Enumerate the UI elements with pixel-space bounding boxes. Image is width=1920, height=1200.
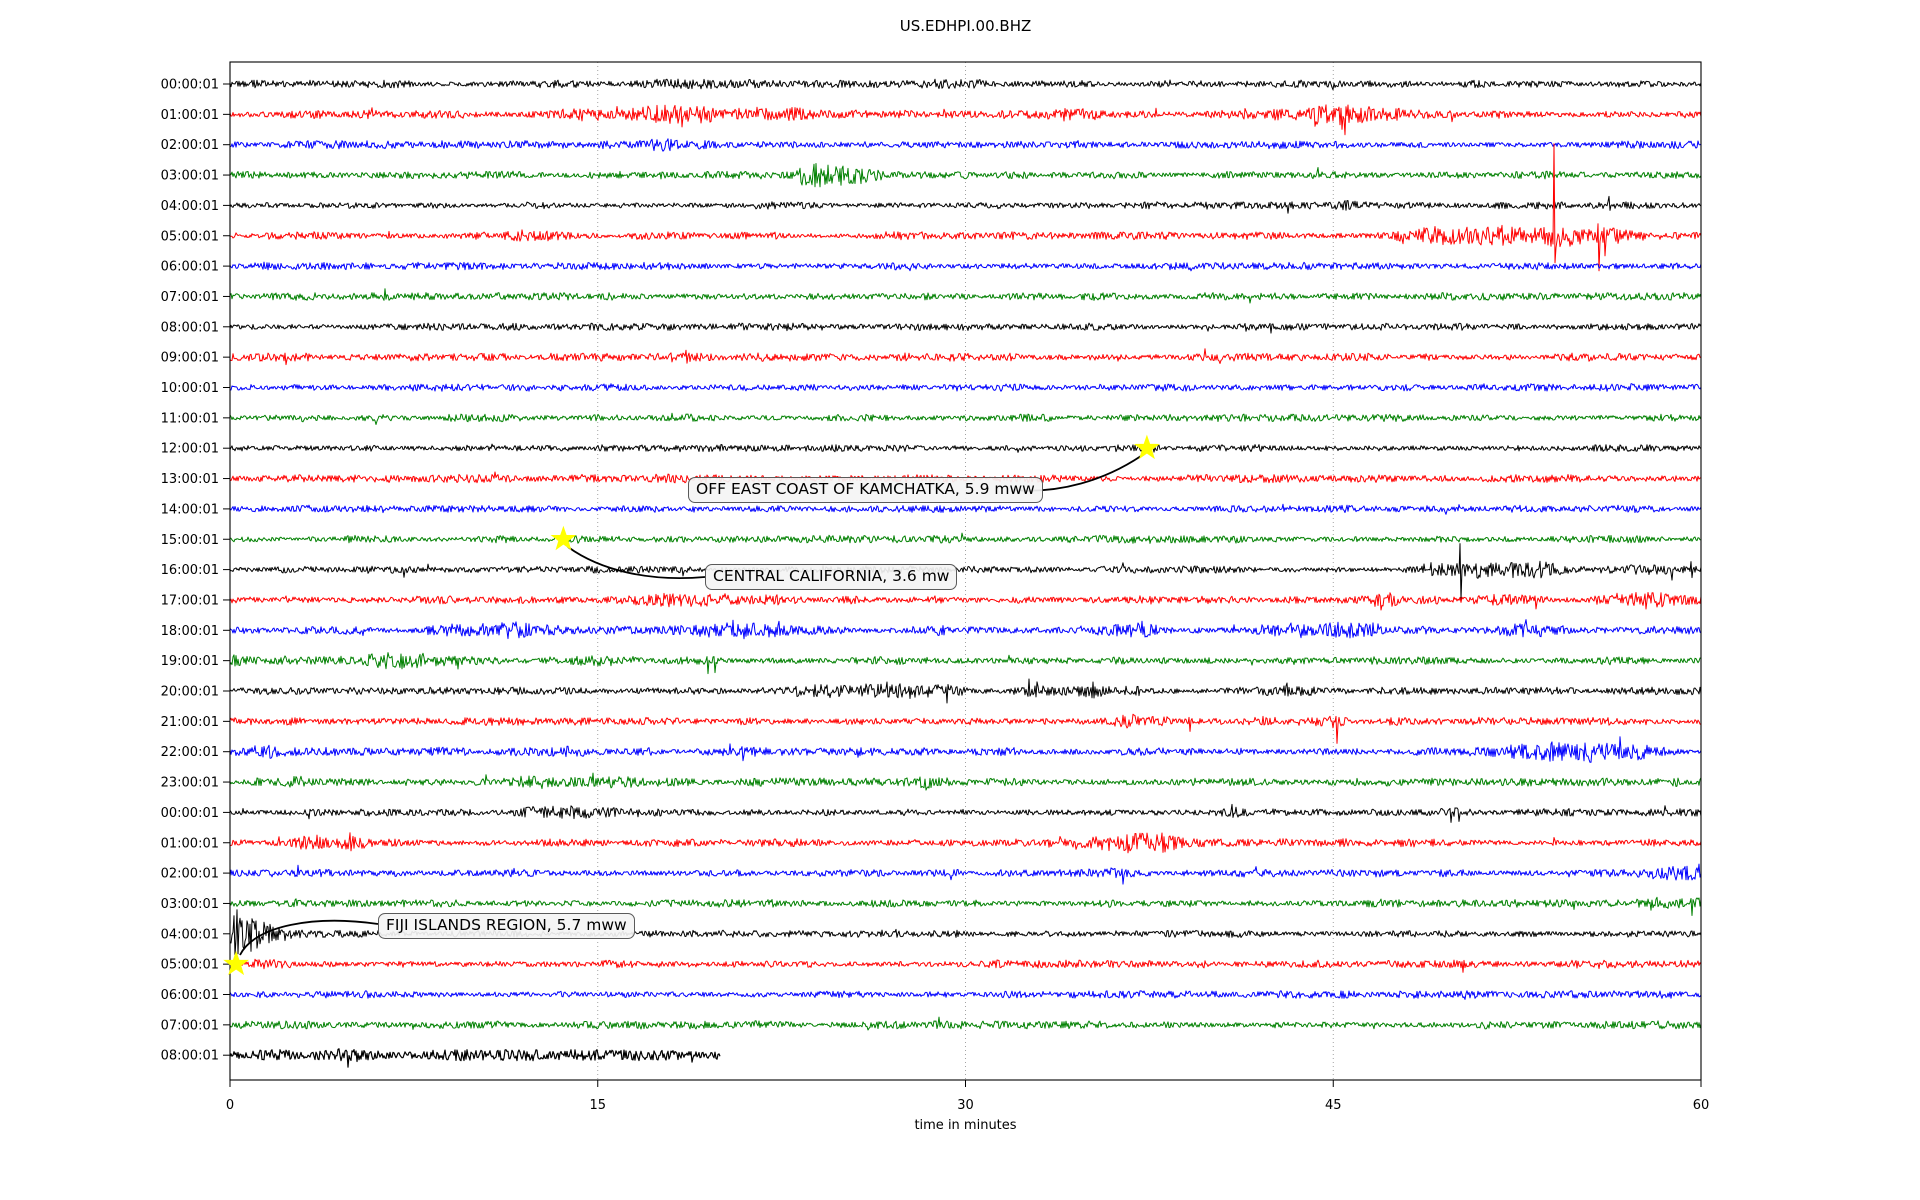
y-tick-label: 03:00:01 xyxy=(161,169,219,184)
x-tick-label: 0 xyxy=(226,1098,234,1113)
seismogram-trace-220001-row22 xyxy=(229,736,1702,763)
y-tick-label: 14:00:01 xyxy=(161,502,219,517)
seismogram-trace-110001-row11 xyxy=(229,412,1702,425)
y-tick-label: 07:00:01 xyxy=(161,290,219,305)
seismogram-trace-080001-row8 xyxy=(229,322,1702,334)
y-tick-label: 12:00:01 xyxy=(161,442,219,457)
seismogram-trace-010001-row1 xyxy=(229,104,1702,136)
event-arrow xyxy=(567,546,706,580)
seismogram-trace-070001-row7 xyxy=(229,288,1702,304)
y-tick-label: 05:00:01 xyxy=(161,229,219,244)
y-tick-label: 13:00:01 xyxy=(161,472,219,487)
seismogram-trace-190001-row19 xyxy=(229,652,1702,675)
y-tick-label: 11:00:01 xyxy=(161,411,219,426)
event-annotation-central-california: CENTRAL CALIFORNIA, 3.6 mw xyxy=(705,564,958,590)
y-tick-label: 02:00:01 xyxy=(161,867,219,882)
x-tick-label: 30 xyxy=(957,1098,974,1113)
seismogram-trace-090001-row9 xyxy=(229,348,1702,366)
y-tick-label: 18:00:01 xyxy=(161,624,219,639)
y-tick-label: 21:00:01 xyxy=(161,715,219,730)
seismogram-trace-030001-row3 xyxy=(229,163,1702,188)
seismogram-trace-120001-row12 xyxy=(229,443,1702,453)
seismogram-trace-060001-row6 xyxy=(229,261,1702,272)
seismogram-trace-160001-row16 xyxy=(229,543,1702,601)
y-tick-label: 20:00:01 xyxy=(161,685,219,700)
y-tick-label: 23:00:01 xyxy=(161,776,219,791)
y-tick-label: 22:00:01 xyxy=(161,745,219,760)
seismogram-trace-100001-row10 xyxy=(230,383,1702,392)
x-tick-label: 15 xyxy=(589,1098,606,1113)
y-tick-label: 04:00:01 xyxy=(161,199,219,214)
seismogram-trace-000001-row0 xyxy=(229,78,1702,91)
y-tick-label: 01:00:01 xyxy=(161,108,219,123)
seismogram-trace-050001-row29 xyxy=(229,958,1702,973)
seismogram-trace-210001-row21 xyxy=(229,713,1702,744)
event-star-marker xyxy=(223,950,249,976)
y-tick-label: 03:00:01 xyxy=(161,897,219,912)
seismogram-trace-150001-row15 xyxy=(229,532,1702,544)
event-annotation-fiji: FIJI ISLANDS REGION, 5.7 mww xyxy=(378,913,635,939)
y-tick-label: 19:00:01 xyxy=(161,654,219,669)
x-axis-label: time in minutes xyxy=(914,1118,1016,1133)
y-tick-label: 08:00:01 xyxy=(161,1049,219,1064)
event-annotation-kamchatka: OFF EAST COAST OF KAMCHATKA, 5.9 mww xyxy=(688,477,1043,503)
seismogram-trace-170001-row17 xyxy=(229,592,1702,611)
y-tick-label: 05:00:01 xyxy=(161,958,219,973)
event-star-marker xyxy=(1134,434,1160,460)
y-tick-label: 00:00:01 xyxy=(161,806,219,821)
seismogram-trace-080001-row32 xyxy=(229,1048,721,1068)
y-tick-label: 16:00:01 xyxy=(161,563,219,578)
y-tick-label: 06:00:01 xyxy=(161,988,219,1003)
seismogram-trace-040001-row4 xyxy=(229,195,1702,214)
x-tick-label: 45 xyxy=(1325,1098,1342,1113)
seismogram-trace-010001-row25 xyxy=(229,832,1702,854)
seismogram-trace-020001-row26 xyxy=(229,863,1702,885)
y-tick-label: 09:00:01 xyxy=(161,351,219,366)
y-tick-label: 15:00:01 xyxy=(161,533,219,548)
seismogram-trace-050001-row5 xyxy=(229,143,1702,272)
y-tick-label: 10:00:01 xyxy=(161,381,219,396)
event-star-marker xyxy=(550,525,577,551)
y-tick-label: 01:00:01 xyxy=(161,836,219,851)
x-tick-label: 60 xyxy=(1693,1098,1710,1113)
y-tick-label: 04:00:01 xyxy=(161,927,219,942)
seismogram-trace-200001-row20 xyxy=(229,678,1702,704)
y-tick-label: 08:00:01 xyxy=(161,320,219,335)
y-tick-label: 06:00:01 xyxy=(161,260,219,275)
seismogram-trace-000001-row24 xyxy=(229,803,1702,823)
y-tick-label: 00:00:01 xyxy=(161,78,219,93)
seismogram-trace-140001-row14 xyxy=(229,503,1702,515)
seismogram-trace-230001-row23 xyxy=(229,772,1702,791)
y-tick-label: 17:00:01 xyxy=(161,593,219,608)
seismogram-trace-070001-row31 xyxy=(229,1016,1702,1031)
seismogram-trace-020001-row2 xyxy=(229,138,1702,152)
event-arrow xyxy=(239,919,379,956)
seismogram-trace-180001-row18 xyxy=(229,619,1702,640)
seismogram-trace-060001-row30 xyxy=(229,990,1702,1000)
y-tick-label: 02:00:01 xyxy=(161,138,219,153)
seismogram-trace-030001-row27 xyxy=(229,896,1702,916)
y-tick-label: 07:00:01 xyxy=(161,1018,219,1033)
plot-title: US.EDHPI.00.BHZ xyxy=(899,17,1032,35)
